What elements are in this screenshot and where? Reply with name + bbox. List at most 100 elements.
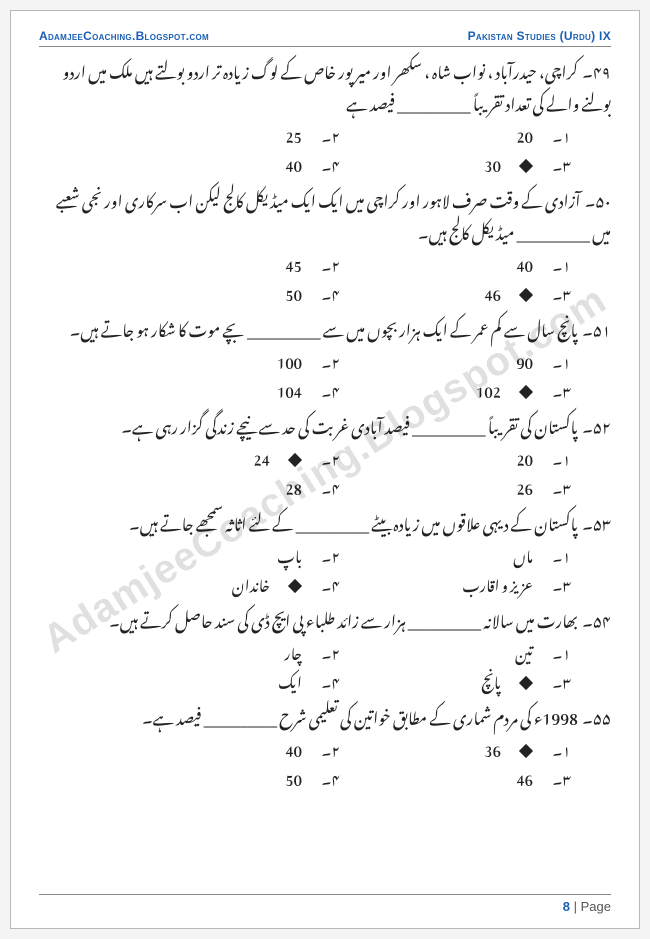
option-c: ۳۔ 102: [340, 374, 571, 403]
option-c: ۳۔ عزیز و اقارب: [340, 568, 571, 597]
correct-marker-icon: [519, 675, 533, 689]
correct-marker-icon: [519, 744, 533, 758]
option-value: 28: [285, 471, 302, 500]
option-value: عزیز و اقارب: [462, 568, 533, 597]
option-a: ۱۔ماں: [340, 539, 571, 568]
page-footer: 8 | Page: [39, 894, 611, 914]
question-text: ۵۰۔ آزادی کے وقت صرف لاہور اور کراچی میں…: [39, 182, 611, 246]
option-label: ۴۔: [316, 568, 340, 597]
option-value: 24: [253, 442, 270, 471]
option-c: ۳۔ 46: [340, 762, 571, 791]
header-left: AdamjeeCoaching.Blogspot.com: [39, 29, 209, 43]
option-label: ۴۔: [316, 762, 340, 791]
option-value: 90: [516, 345, 533, 374]
question-block: ۵۳۔ پاکستان کے دیہی علاقوں میں زیادہ بیٹ…: [39, 505, 611, 596]
options-grid: ۱۔ماں۲۔باپ ۳۔ عزیز و اقارب ۴۔ خاندان: [109, 539, 571, 596]
question-text: ۵۴۔ بھارت میں سالانہ __________ ہزار سے …: [39, 602, 611, 634]
option-b: ۲۔چار: [109, 636, 340, 665]
options-grid: ۱۔90۲۔100 ۳۔ 102 ۴۔ 104: [109, 345, 571, 402]
question-text: ۵۳۔ پاکستان کے دیہی علاقوں میں زیادہ بیٹ…: [39, 505, 611, 537]
option-value: 40: [285, 148, 302, 177]
question-text: ۴۹۔ کراچی، حیدرآباد ، نواب شاہ ، سکھر او…: [39, 53, 611, 117]
option-value: 36: [484, 733, 501, 762]
question-block: ۵۲۔ پاکستان کی تقریباً __________ فیصد آ…: [39, 408, 611, 499]
option-value: تین: [515, 636, 533, 665]
option-d: ۴۔ 28: [109, 471, 340, 500]
option-value: 46: [516, 762, 533, 791]
option-label: ۳۔: [547, 374, 571, 403]
options-grid: ۱۔تین۲۔چار ۳۔ پانچ ۴۔ ایک: [109, 636, 571, 693]
question-block: ۵۱۔ پانچ سال سے کم عمر کے ایک ہزار بچوں …: [39, 311, 611, 402]
correct-marker-icon: [288, 453, 302, 467]
option-b: ۲۔باپ: [109, 539, 340, 568]
question-block: ۴۹۔ کراچی، حیدرآباد ، نواب شاہ ، سکھر او…: [39, 53, 611, 176]
question-block: ۵۰۔ آزادی کے وقت صرف لاہور اور کراچی میں…: [39, 182, 611, 305]
option-a: ۱۔20: [340, 442, 571, 471]
option-b: ۲۔45: [109, 248, 340, 277]
option-value: 50: [285, 762, 302, 791]
option-d: ۴۔ 50: [109, 277, 340, 306]
option-d: ۴۔ 104: [109, 374, 340, 403]
page-number: 8: [563, 899, 570, 914]
option-value: 30: [484, 148, 501, 177]
option-d: ۴۔ ایک: [109, 665, 340, 694]
header-right: Pakistan Studies (Urdu) IX: [468, 29, 611, 43]
option-a: ۱۔90: [340, 345, 571, 374]
options-grid: ۱۔36۲۔40 ۳۔ 46 ۴۔ 50: [109, 733, 571, 790]
option-b: ۲۔40: [109, 733, 340, 762]
option-c: ۳۔ 46: [340, 277, 571, 306]
option-c: ۳۔ 26: [340, 471, 571, 500]
options-grid: ۱۔20۲۔24 ۳۔ 26 ۴۔ 28: [109, 442, 571, 499]
option-label: ۴۔: [316, 374, 340, 403]
option-label: ۳۔: [547, 277, 571, 306]
option-c: ۳۔ 30: [340, 148, 571, 177]
correct-marker-icon: [519, 384, 533, 398]
option-value: 104: [277, 374, 302, 403]
option-a: ۱۔36: [340, 733, 571, 762]
options-grid: ۱۔20۲۔25 ۳۔ 30 ۴۔ 40: [109, 119, 571, 176]
options-grid: ۱۔40۲۔45 ۳۔ 46 ۴۔ 50: [109, 248, 571, 305]
option-label: ۳۔: [547, 148, 571, 177]
option-value: 102: [476, 374, 501, 403]
question-text: ۵۱۔ پانچ سال سے کم عمر کے ایک ہزار بچوں …: [39, 311, 611, 343]
question-text: ۵۲۔ پاکستان کی تقریباً __________ فیصد آ…: [39, 408, 611, 440]
option-value: ایک: [278, 665, 302, 694]
option-value: 26: [516, 471, 533, 500]
question-block: ۵۴۔ بھارت میں سالانہ __________ ہزار سے …: [39, 602, 611, 693]
option-label: ۳۔: [547, 665, 571, 694]
option-value: پانچ: [481, 665, 501, 694]
option-label: ۴۔: [316, 665, 340, 694]
footer-word: Page: [581, 899, 611, 914]
option-value: 50: [285, 277, 302, 306]
option-a: ۱۔20: [340, 119, 571, 148]
option-b: ۲۔24: [109, 442, 340, 471]
questions-content: ۴۹۔ کراچی، حیدرآباد ، نواب شاہ ، سکھر او…: [39, 47, 611, 894]
question-block: ۵۵۔ 1998ء کی مردم شماری کے مطابق خواتین …: [39, 699, 611, 790]
option-value: باپ: [277, 539, 302, 568]
page-container: AdamjeeCoaching.Blogspot.com Pakistan St…: [10, 10, 640, 929]
footer-sep: |: [570, 899, 581, 914]
option-a: ۱۔تین: [340, 636, 571, 665]
option-d: ۴۔ 40: [109, 148, 340, 177]
page-header: AdamjeeCoaching.Blogspot.com Pakistan St…: [39, 29, 611, 47]
correct-marker-icon: [519, 287, 533, 301]
correct-marker-icon: [288, 578, 302, 592]
option-d: ۴۔ 50: [109, 762, 340, 791]
option-label: ۴۔: [316, 277, 340, 306]
correct-marker-icon: [519, 158, 533, 172]
option-label: ۴۔: [316, 471, 340, 500]
option-value: 40: [516, 248, 533, 277]
option-a: ۱۔40: [340, 248, 571, 277]
option-label: ۳۔: [547, 471, 571, 500]
option-label: ۴۔: [316, 148, 340, 177]
question-text: ۵۵۔ 1998ء کی مردم شماری کے مطابق خواتین …: [39, 699, 611, 731]
option-label: ۳۔: [547, 762, 571, 791]
option-label: ۳۔: [547, 568, 571, 597]
option-b: ۲۔25: [109, 119, 340, 148]
option-value: 20: [516, 119, 533, 148]
option-value: 46: [484, 277, 501, 306]
option-c: ۳۔ پانچ: [340, 665, 571, 694]
option-value: خاندان: [232, 568, 270, 597]
option-b: ۲۔100: [109, 345, 340, 374]
option-d: ۴۔ خاندان: [109, 568, 340, 597]
